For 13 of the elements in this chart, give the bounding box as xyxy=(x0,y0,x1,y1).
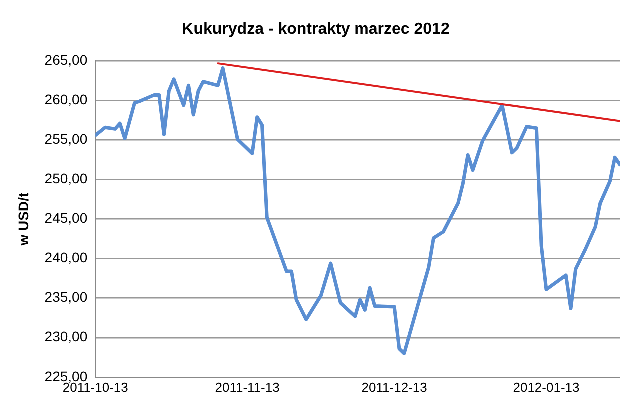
y-axis-title: w USD/t xyxy=(15,192,32,247)
chart-title: Kukurydza - kontrakty marzec 2012 xyxy=(182,21,450,38)
y-tick-label: 250,00 xyxy=(44,170,88,187)
y-tick-label: 230,00 xyxy=(44,328,88,345)
y-tick-label: 245,00 xyxy=(44,210,88,226)
x-tick-label: 2012-01-13 xyxy=(513,380,580,395)
x-tick-label: 2011-11-13 xyxy=(215,380,280,395)
y-tick-label: 240,00 xyxy=(44,250,88,266)
y-tick-label: 260,00 xyxy=(44,92,88,108)
y-tick-label: 235,00 xyxy=(44,289,88,306)
y-tick-label: 255,00 xyxy=(44,131,88,148)
y-tick-label: 265,00 xyxy=(44,52,88,68)
x-tick-label: 2011-12-13 xyxy=(362,380,428,395)
